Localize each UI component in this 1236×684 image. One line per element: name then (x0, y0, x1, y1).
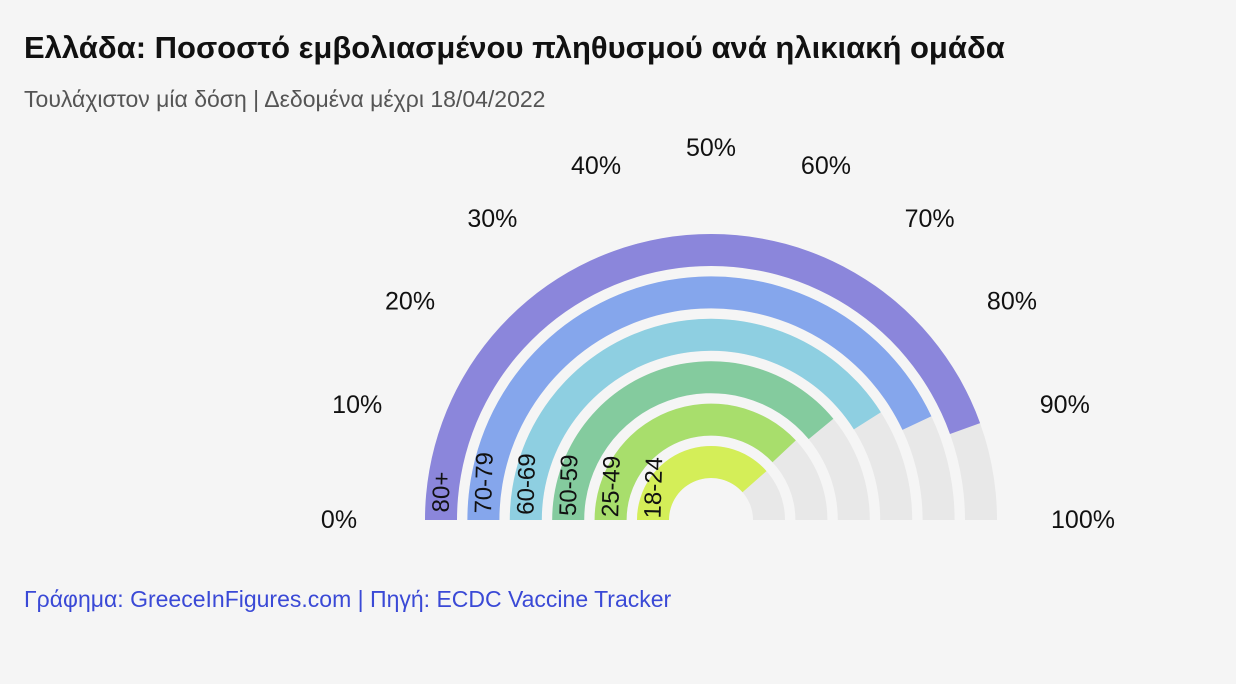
tick-label-0: 0% (321, 506, 357, 534)
tick-label-10: 10% (332, 391, 382, 419)
bar-80plus (425, 234, 981, 520)
tick-label-70: 70% (905, 205, 955, 233)
tick-label-90: 90% (1040, 391, 1090, 419)
category-label-60-69: 60-69 (512, 453, 541, 515)
chart-title: Ελλάδα: Ποσοστό εμβολιασμένου πληθυσμού … (24, 30, 1005, 65)
source-credit-link[interactable]: Γράφημα: GreeceInFigures.com | Πηγή: ECD… (24, 586, 672, 612)
bar-60-69 (509, 318, 881, 520)
tick-label-30: 30% (467, 205, 517, 233)
data-bars (425, 234, 981, 520)
tick-label-50: 50% (686, 134, 736, 162)
category-labels: 80+ 70-79 60-69 50-59 25-49 18-24 (428, 452, 669, 519)
bar-25-49 (594, 403, 796, 520)
bar-50-59 (552, 361, 834, 520)
tick-labels: 0% 10% 20% 30% 40% 50% 60% 70% 80% 90% 100% (321, 134, 1115, 534)
tick-label-20: 20% (385, 287, 435, 315)
category-label-25-49: 25-49 (597, 455, 626, 517)
bar-70-79 (467, 276, 932, 520)
tick-label-40: 40% (571, 152, 621, 180)
category-label-80plus: 80+ (428, 471, 456, 512)
tick-label-100: 100% (1051, 506, 1115, 534)
category-label-18-24: 18-24 (640, 457, 669, 519)
tick-label-80: 80% (987, 287, 1037, 315)
category-label-50-59: 50-59 (555, 454, 584, 516)
tick-label-60: 60% (801, 152, 851, 180)
bar-18-24 (637, 445, 767, 520)
chart-subtitle: Τουλάχιστον μία δόση | Δεδομένα μέχρι 18… (24, 86, 546, 112)
category-label-70-79: 70-79 (470, 452, 499, 514)
